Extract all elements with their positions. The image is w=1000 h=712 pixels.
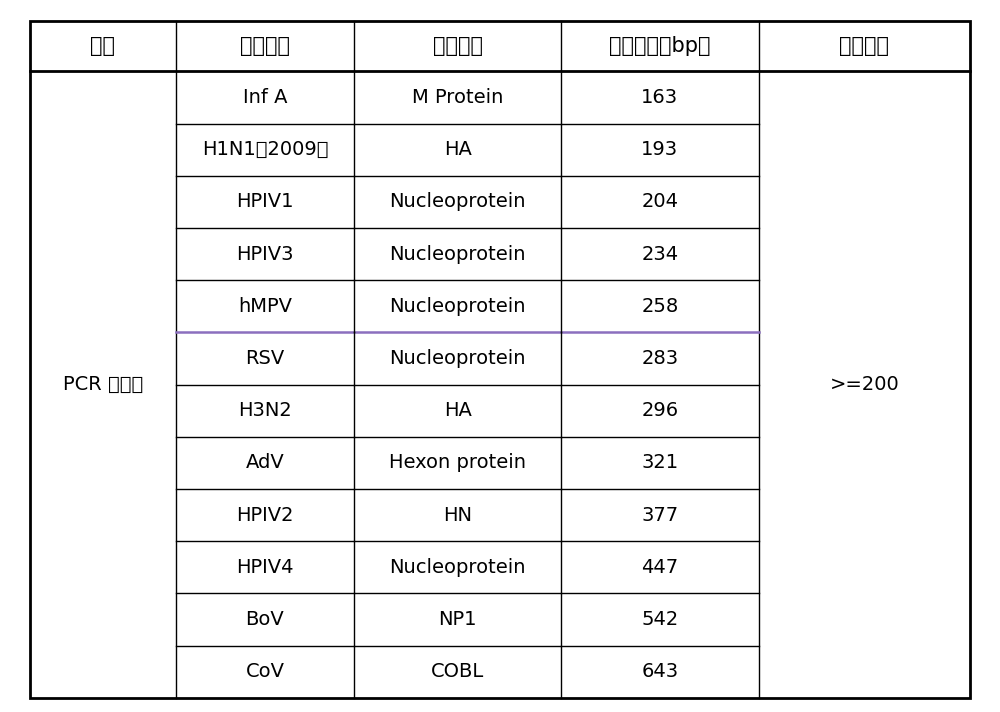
Text: hMPV: hMPV [238,297,292,316]
Text: RSV: RSV [245,349,285,368]
Text: Nucleoprotein: Nucleoprotein [389,349,526,368]
Text: HPIV1: HPIV1 [236,192,294,211]
Text: Nucleoprotein: Nucleoprotein [389,297,526,316]
Text: Hexon protein: Hexon protein [389,454,526,472]
Text: BoV: BoV [246,610,284,629]
Text: PCR 反应液: PCR 反应液 [63,375,143,394]
Text: NP1: NP1 [438,610,477,629]
Text: H1N1（2009）: H1N1（2009） [202,140,328,159]
Text: HPIV2: HPIV2 [236,506,294,525]
Text: HPIV4: HPIV4 [236,557,294,577]
Text: 检测对象: 检测对象 [240,36,290,56]
Text: 检测靶标: 检测靶标 [433,36,483,56]
Text: HPIV3: HPIV3 [236,245,294,263]
Text: 体系: 体系 [90,36,115,56]
Text: 296: 296 [641,401,678,420]
Text: 447: 447 [641,557,678,577]
Text: HA: HA [444,140,472,159]
Text: 204: 204 [641,192,678,211]
Text: Inf A: Inf A [243,88,287,107]
Text: 163: 163 [641,88,678,107]
Text: COBL: COBL [431,662,484,681]
Text: 258: 258 [641,297,678,316]
Text: >=200: >=200 [829,375,899,394]
Text: M Protein: M Protein [412,88,503,107]
Text: H3N2: H3N2 [238,401,292,420]
Text: AdV: AdV [246,454,284,472]
Text: Nucleoprotein: Nucleoprotein [389,557,526,577]
Text: CoV: CoV [245,662,284,681]
Text: 峰値大小（bp）: 峰値大小（bp） [609,36,711,56]
Text: 542: 542 [641,610,678,629]
Text: HA: HA [444,401,472,420]
Text: 234: 234 [641,245,678,263]
Text: 193: 193 [641,140,678,159]
Text: 643: 643 [641,662,678,681]
Text: Nucleoprotein: Nucleoprotein [389,245,526,263]
Text: Nucleoprotein: Nucleoprotein [389,192,526,211]
Text: 377: 377 [641,506,678,525]
Text: 321: 321 [641,454,678,472]
Text: HN: HN [443,506,472,525]
Text: 荧光高度: 荧光高度 [839,36,889,56]
Text: 283: 283 [641,349,678,368]
